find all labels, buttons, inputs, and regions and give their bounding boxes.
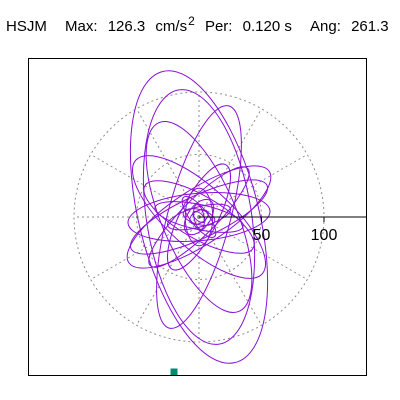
trace-loop-20 [192, 210, 206, 224]
radial-axis: 50 100 [199, 216, 366, 244]
trace-loop-14 [167, 203, 231, 231]
radial-tick-label-50: 50 [253, 227, 271, 244]
angle-value: 261.3 [351, 18, 389, 35]
max-marker-group [170, 368, 178, 375]
radial-tick-label-100: 100 [311, 227, 338, 244]
station-code: HSJM [6, 18, 47, 35]
period-label: Per: [204, 18, 233, 35]
plot-area: 50 100 [28, 58, 367, 376]
plot-header: HSJM Max: 126.3 cm/s2 Per: 0.120 s Ang: … [6, 14, 389, 35]
acceleration-trace [126, 70, 272, 364]
trace-loop-12 [154, 201, 244, 233]
trace-loop-16 [183, 198, 215, 236]
polar-chart: 50 100 [73, 70, 366, 375]
period-value: 0.120 s [242, 18, 292, 35]
angle-label: Ang: [310, 18, 341, 35]
max-unit-exponent: 2 [188, 14, 195, 28]
grid-spoke-150 [90, 154, 200, 218]
max-value: 126.3 [107, 18, 146, 35]
max-point-marker [170, 368, 178, 375]
trace-loop-4 [145, 121, 253, 313]
trace-loop-1 [129, 70, 269, 364]
grid-spoke-30 [198, 154, 308, 218]
trace-loop-6 [126, 165, 272, 269]
trace-loop-11 [167, 163, 231, 271]
grid-spoke-210 [90, 216, 200, 280]
trace-loop-2 [142, 89, 256, 345]
trace-loop-9 [131, 155, 267, 279]
max-label: Max: [65, 18, 98, 35]
max-unit: cm/s [155, 18, 188, 35]
grid-spoke-330 [198, 216, 308, 280]
trace-loop-8 [127, 192, 271, 242]
